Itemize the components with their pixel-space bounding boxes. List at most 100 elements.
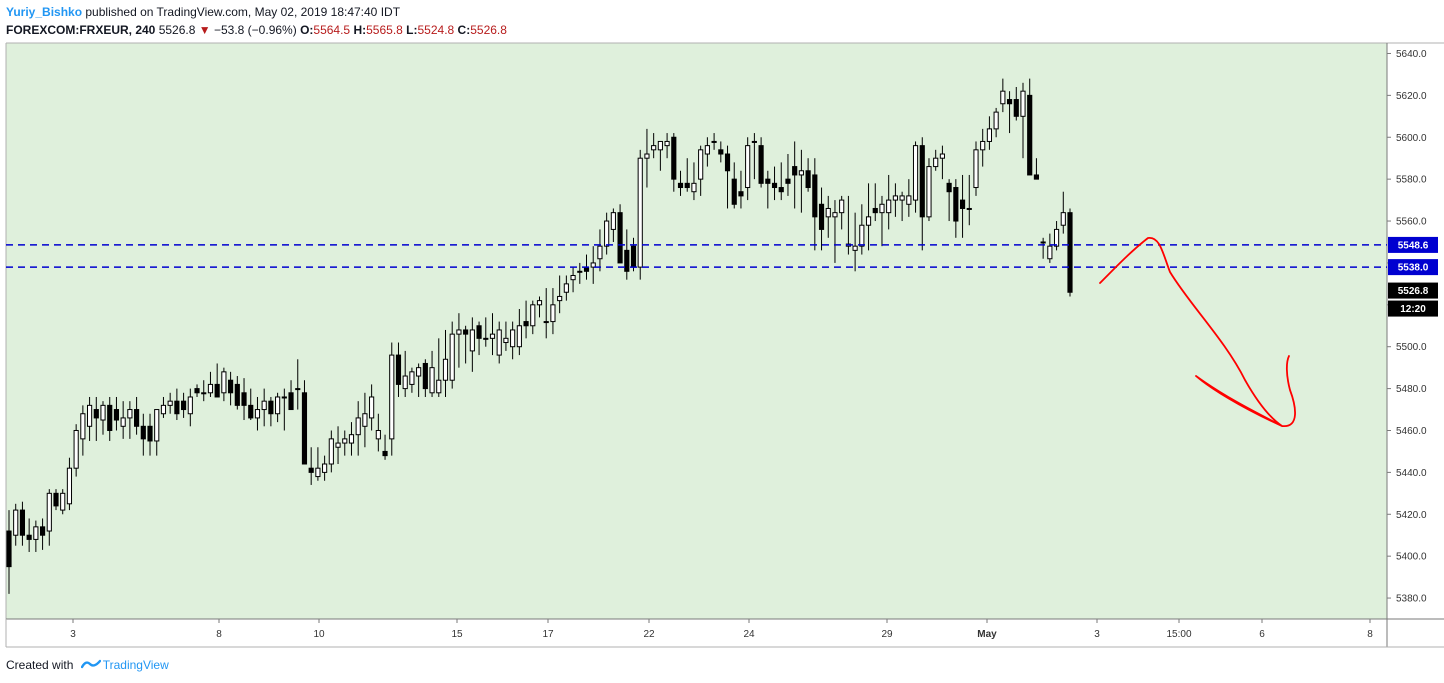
candle bbox=[355, 401, 361, 456]
candle-body-up bbox=[610, 212, 616, 230]
candle-body-down bbox=[107, 404, 113, 431]
candle-body-up bbox=[543, 321, 549, 324]
candle bbox=[140, 413, 146, 456]
candle bbox=[342, 430, 348, 456]
candle-body-up bbox=[597, 245, 603, 260]
candle-body-down bbox=[93, 409, 99, 419]
candle-body-up bbox=[577, 270, 583, 273]
candle-body-down bbox=[395, 354, 402, 385]
candle-body-down bbox=[39, 526, 46, 536]
x-tick-label: 15 bbox=[451, 629, 463, 640]
candle bbox=[207, 371, 214, 397]
candle bbox=[1000, 78, 1006, 113]
candle-body-up bbox=[892, 195, 898, 201]
y-tick-label: 5580.0 bbox=[1396, 175, 1427, 186]
candle-body-up bbox=[550, 304, 556, 323]
candle-body-up bbox=[456, 329, 462, 335]
candle-body-up bbox=[1060, 212, 1066, 226]
candle bbox=[1013, 86, 1019, 121]
candle bbox=[758, 137, 764, 188]
candle-body-up bbox=[60, 492, 66, 511]
candle-body-down bbox=[765, 178, 771, 184]
tradingview-logo-icon bbox=[80, 658, 101, 674]
candle-body-up bbox=[637, 157, 643, 268]
candle-body-up bbox=[563, 283, 569, 293]
candle bbox=[832, 200, 838, 263]
candle bbox=[127, 401, 133, 439]
candle bbox=[39, 518, 46, 550]
x-tick-label: 24 bbox=[743, 629, 755, 640]
candle-body-down bbox=[1006, 99, 1013, 105]
footer: Created with TradingView bbox=[6, 657, 169, 674]
candle bbox=[369, 384, 375, 431]
candle bbox=[107, 396, 113, 441]
candle bbox=[46, 489, 52, 546]
candle bbox=[1006, 91, 1013, 134]
candle bbox=[980, 128, 986, 167]
candle-body-up bbox=[657, 140, 663, 151]
candle bbox=[362, 392, 368, 448]
candle-body-up bbox=[644, 153, 650, 159]
tradingview-link[interactable]: TradingView bbox=[102, 658, 169, 672]
candle bbox=[812, 158, 818, 251]
open-value: 5564.5 bbox=[313, 23, 351, 37]
candle-body-down bbox=[140, 425, 146, 440]
y-tick-label: 5560.0 bbox=[1396, 217, 1427, 228]
candle bbox=[933, 149, 939, 171]
low-value: 5524.8 bbox=[417, 23, 455, 37]
candle bbox=[872, 183, 878, 222]
candle-body-up bbox=[201, 392, 207, 395]
candle-body-up bbox=[436, 379, 442, 394]
candle-body-up bbox=[469, 329, 475, 352]
candle bbox=[1033, 158, 1040, 180]
candle bbox=[657, 140, 663, 171]
candle-body-down bbox=[738, 191, 744, 197]
low-label: L: bbox=[406, 23, 418, 37]
candle bbox=[120, 401, 126, 439]
candle-body-up bbox=[348, 434, 355, 444]
candle-body-down bbox=[630, 245, 637, 268]
candle-body-down bbox=[134, 409, 140, 427]
candle-body-down bbox=[288, 392, 294, 411]
candle bbox=[825, 195, 831, 238]
candle bbox=[154, 409, 160, 456]
chart-header: Yuriy_Bishko published on TradingView.co… bbox=[6, 4, 507, 38]
x-tick-label: 6 bbox=[1259, 629, 1265, 640]
candle bbox=[26, 518, 32, 552]
candle bbox=[395, 342, 402, 397]
candle-body-up bbox=[926, 166, 932, 218]
candle bbox=[818, 187, 825, 251]
candle-body-up bbox=[342, 438, 348, 444]
candle bbox=[1020, 82, 1026, 159]
y-tick-label: 5500.0 bbox=[1396, 342, 1427, 353]
candle-body-up bbox=[536, 300, 543, 306]
candle-body-down bbox=[731, 178, 737, 205]
candle bbox=[691, 162, 697, 201]
candle bbox=[281, 388, 287, 431]
candle-body-up bbox=[879, 203, 885, 214]
candle bbox=[778, 162, 784, 201]
candle bbox=[469, 317, 475, 372]
candle-body-up bbox=[167, 400, 173, 406]
candle bbox=[523, 300, 529, 339]
close-label: C: bbox=[457, 23, 471, 37]
candle-body-up bbox=[1047, 245, 1053, 260]
y-tick-label: 5440.0 bbox=[1396, 468, 1427, 479]
candle-body-down bbox=[523, 321, 529, 327]
candle-body-up bbox=[1000, 90, 1006, 105]
author-link[interactable]: Yuriy_Bishko bbox=[6, 5, 83, 19]
candle-body-up bbox=[429, 367, 435, 394]
candle bbox=[664, 133, 670, 159]
candle-body-up bbox=[865, 216, 872, 226]
x-tick-label: 3 bbox=[70, 629, 76, 640]
candle bbox=[839, 195, 845, 230]
candle bbox=[456, 313, 462, 368]
candle bbox=[617, 204, 623, 264]
candle bbox=[859, 204, 865, 255]
candle bbox=[879, 195, 885, 247]
candle bbox=[1047, 233, 1053, 263]
candle bbox=[597, 229, 603, 272]
candle-body-down bbox=[818, 203, 825, 230]
candle-body-down bbox=[959, 199, 966, 209]
